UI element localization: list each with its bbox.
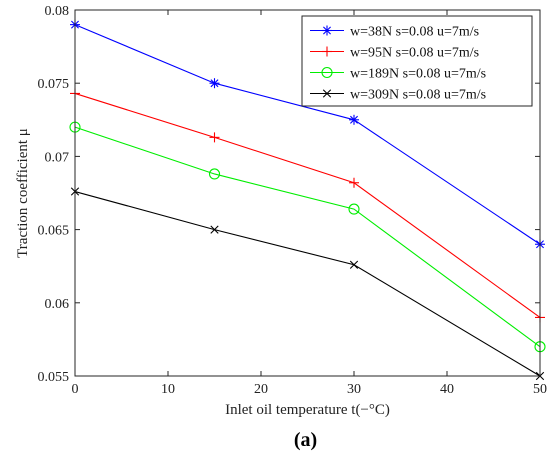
marker-stroke xyxy=(349,260,359,269)
series-line xyxy=(74,92,541,318)
figure-caption: (a) xyxy=(294,429,317,451)
axes xyxy=(74,9,541,377)
legend-marker xyxy=(322,46,332,57)
legend-label: w=189N s=0.08 u=7m/s xyxy=(350,67,486,82)
legend-item: w=309N s=0.08 u=7m/s xyxy=(310,88,486,103)
marker-stroke xyxy=(210,79,219,88)
marker-stroke xyxy=(323,26,331,35)
x-axis-label: Inlet oil temperature t(−°C) xyxy=(225,402,390,418)
plot-frame xyxy=(74,9,541,377)
legend: w=38N s=0.08 u=7m/s w=95N s=0.08 u=7m/s w=… xyxy=(301,15,533,107)
legend-marker xyxy=(321,66,333,79)
legend-label: w=309N s=0.08 u=7m/s xyxy=(350,88,486,103)
marker-stroke xyxy=(322,89,332,98)
x-tick-label: 40 xyxy=(440,382,454,397)
x-tick-label: 0 xyxy=(72,382,79,397)
data-point xyxy=(210,225,219,234)
x-tick-label: 50 xyxy=(533,382,547,397)
data-point xyxy=(208,168,221,180)
series-line xyxy=(74,24,541,245)
legend-item: w=189N s=0.08 u=7m/s xyxy=(310,67,486,82)
legend-marker xyxy=(322,25,332,36)
marker-stroke xyxy=(350,115,358,124)
series-line xyxy=(74,191,541,377)
data-point xyxy=(209,132,220,143)
data-point xyxy=(349,260,359,269)
y-tick-label: 0.08 xyxy=(45,4,70,19)
legend-item: w=95N s=0.08 u=7m/s xyxy=(310,46,479,61)
x-tick-label: 30 xyxy=(347,382,361,397)
x-tick-label: 10 xyxy=(161,382,175,397)
marker-stroke xyxy=(210,225,219,234)
tick-labels: 0 10 20 30 40 50 0.055 0.06 0.065 0.07 0.075 0.08 xyxy=(38,4,548,397)
legend-item: w=38N s=0.08 u=7m/s xyxy=(310,25,479,40)
y-tick-label: 0.065 xyxy=(38,224,70,239)
y-tick-label: 0.07 xyxy=(45,150,70,165)
x-tick-label: 20 xyxy=(254,382,268,397)
series-line xyxy=(74,126,541,348)
data-point xyxy=(349,114,359,125)
y-tick-label: 0.055 xyxy=(38,370,70,385)
legend-marker xyxy=(322,89,332,98)
y-tick-label: 0.075 xyxy=(38,77,70,92)
legend-label: w=95N s=0.08 u=7m/s xyxy=(350,46,479,61)
y-axis-label: Traction coefficient μ xyxy=(15,128,31,258)
legend-label: w=38N s=0.08 u=7m/s xyxy=(350,25,479,40)
y-tick-label: 0.06 xyxy=(45,297,70,312)
data-point xyxy=(349,177,359,188)
data-point xyxy=(348,203,360,215)
data-point xyxy=(209,78,220,89)
